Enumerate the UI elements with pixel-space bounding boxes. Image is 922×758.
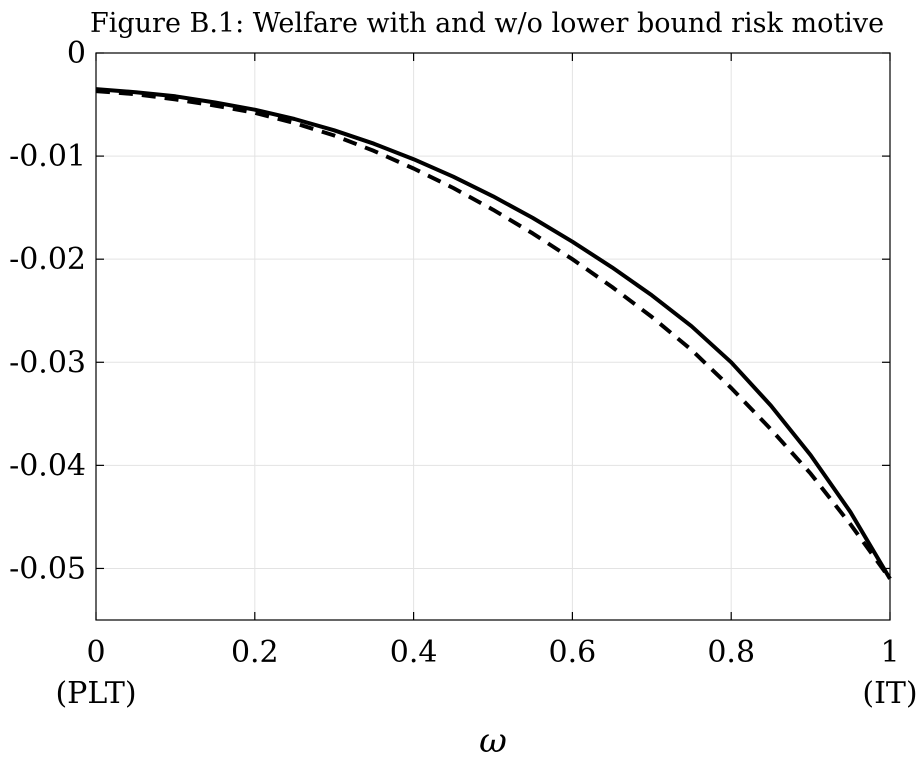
chart-title: Figure B.1: Welfare with and w/o lower b… [90, 8, 885, 39]
x-sublabel-right: (IT) [862, 676, 917, 711]
y-tick-label: -0.05 [9, 551, 86, 586]
series-lines [95, 87, 892, 580]
y-tick-label: -0.01 [9, 139, 86, 174]
x-tick-label: 1 [880, 635, 899, 670]
x-sublabel-left: (PLT) [55, 676, 136, 711]
y-tick-label: -0.04 [9, 448, 86, 483]
axis-ticks [95, 52, 891, 620]
x-tick-label: 0.8 [707, 635, 755, 670]
x-tick-label: 0.6 [549, 635, 597, 670]
y-tick-label: 0 [67, 36, 86, 71]
x-tick-label: 0.4 [390, 635, 438, 670]
x-tick-label: 0.2 [231, 635, 279, 670]
y-tick-label: -0.02 [9, 242, 86, 277]
grid-lines [95, 52, 891, 620]
y-tick-label: -0.03 [9, 345, 86, 380]
axis-labels: 0 0.2 0.4 0.6 0.8 1 0 -0.01 -0.02 -0.03 -0.04 -0.05… [9, 36, 918, 758]
series-line-dashed [95, 89, 892, 580]
plot-frame [95, 52, 891, 621]
x-axis-label: ω [479, 721, 507, 758]
series-line-solid [95, 87, 892, 580]
x-tick-label: 0 [86, 635, 105, 670]
